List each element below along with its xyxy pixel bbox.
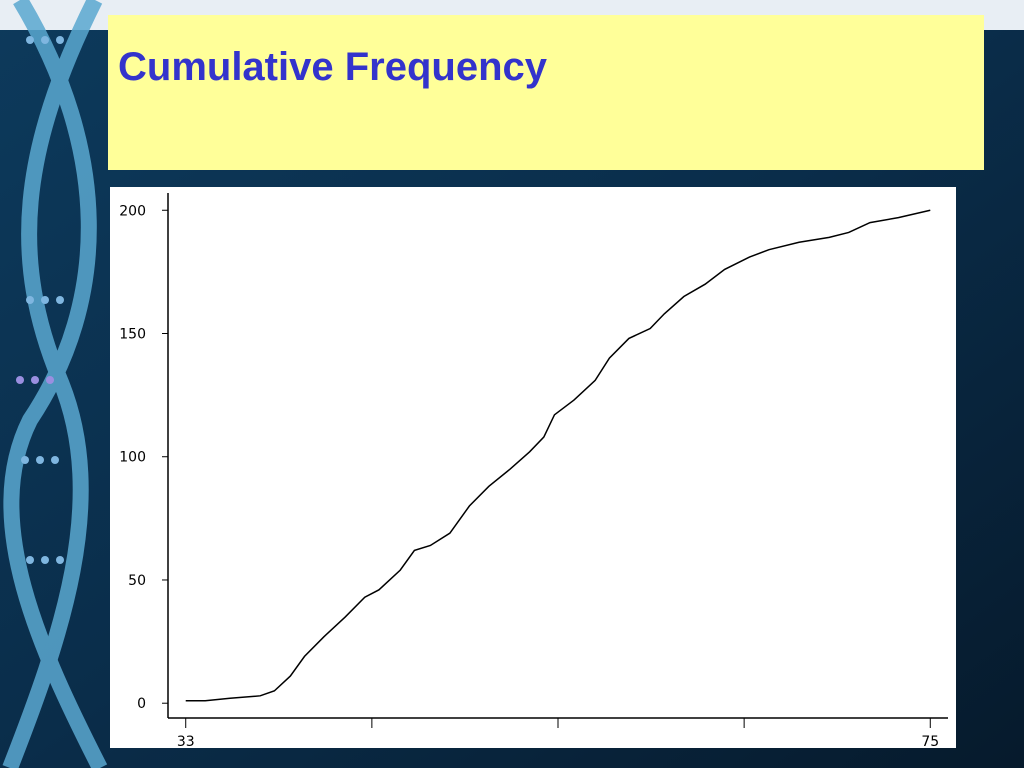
dna-decoration [2,0,108,768]
x-tick-label: 33 [177,734,195,750]
slide-title: Cumulative Frequency [118,45,548,89]
chart-area [110,187,956,748]
dna-beads [16,36,64,564]
y-tick-label: 50 [128,573,146,589]
data-line [185,209,931,702]
y-tick-label: 200 [119,203,146,219]
y-tick-label: 100 [119,450,146,466]
x-tick-label: 75 [921,734,939,750]
y-tick-label: 0 [137,696,146,712]
title-box [108,15,984,170]
y-tick-label: 150 [119,326,146,342]
